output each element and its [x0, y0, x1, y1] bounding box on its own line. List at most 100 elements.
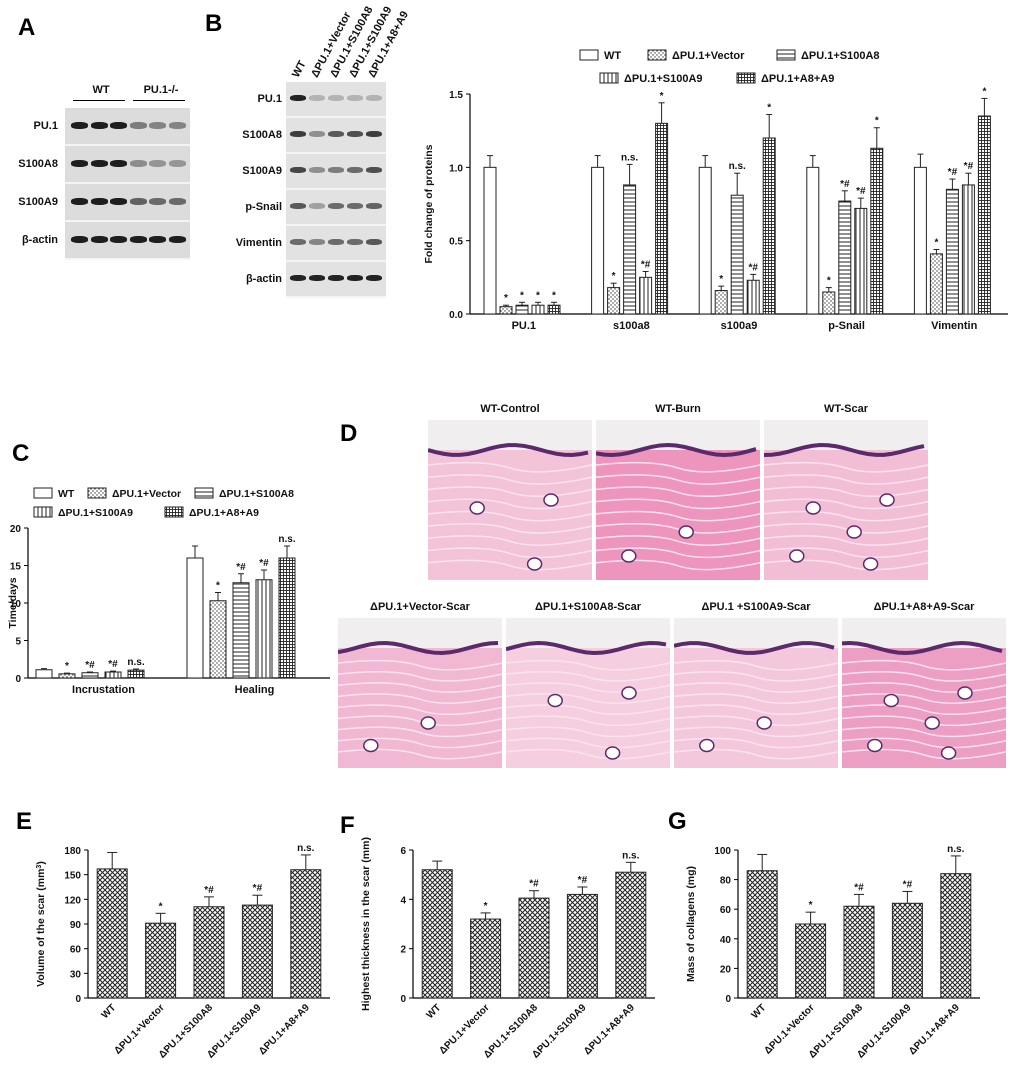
panel-label-b: B: [205, 10, 223, 37]
x-tick-label: p-Snail: [828, 320, 865, 332]
y-tick-label: 1.0: [449, 163, 463, 174]
x-tick-label: Vimentin: [931, 320, 978, 332]
collagen-fiber: [674, 726, 838, 738]
follicle: [940, 746, 957, 760]
significance-label: *: [934, 237, 938, 248]
collagen-fiber: [674, 693, 838, 704]
significance-label: *#: [204, 885, 214, 896]
x-tick-label: s100a8: [613, 320, 650, 332]
collagen-fiber: [506, 682, 670, 693]
histology-title: WT-Scar: [823, 403, 868, 415]
blot-b-row-label: PU.1: [257, 93, 282, 105]
bar: [655, 122, 669, 315]
bar: [746, 870, 778, 999]
bar: [639, 276, 653, 315]
collagen-fiber: [596, 498, 760, 510]
y-tick-label: 10: [10, 599, 22, 610]
blot-band: [129, 198, 147, 205]
blot-a-row-label: PU.1: [33, 120, 58, 132]
collagen-fiber: [428, 522, 592, 534]
blot-band: [129, 236, 147, 243]
blot-a-row-label: S100A9: [18, 196, 58, 208]
bar: [977, 115, 991, 315]
significance-label: *#: [85, 660, 95, 671]
collagen-fiber: [842, 682, 1006, 693]
y-tick-label: 120: [64, 895, 81, 906]
significance-label: *: [719, 274, 723, 285]
collagen-fiber: [428, 535, 592, 546]
blot-band: [71, 160, 88, 167]
significance-label: *#: [856, 186, 866, 197]
collagen-fiber: [428, 461, 592, 473]
blot-b-row: [286, 190, 386, 226]
epidermis: [428, 443, 589, 457]
bar: [806, 166, 820, 315]
bar: [499, 306, 513, 315]
blot-band: [71, 122, 88, 129]
legend-swatch: [579, 49, 599, 61]
significance-label: *#: [854, 882, 864, 893]
collagen-fiber: [596, 474, 760, 485]
collagen-fiber: [764, 474, 928, 485]
histology-image: [674, 618, 838, 768]
collagen-fiber: [674, 682, 838, 693]
significance-label: *#: [903, 879, 913, 890]
collagen-fiber: [596, 522, 760, 534]
collagen-fiber: [674, 659, 838, 671]
bar: [945, 188, 959, 315]
legend-swatch: [647, 49, 667, 61]
blot-band: [149, 236, 166, 243]
bar: [762, 137, 776, 315]
blot-band: [149, 198, 166, 205]
histology-drawing: [428, 420, 592, 571]
legend-swatch: [776, 49, 796, 61]
legend-label: ΔPU.1+A8+A9: [189, 507, 259, 519]
collagen-fiber: [764, 522, 928, 534]
collagen-fiber: [428, 498, 592, 510]
collagen-fiber: [764, 547, 928, 559]
significance-label: n.s.: [621, 152, 638, 163]
blot-b-row: [286, 82, 386, 118]
bar: [96, 868, 128, 999]
follicle: [621, 549, 637, 563]
histology-image: [506, 618, 670, 768]
blot-band: [290, 239, 306, 245]
significance-label: *#: [529, 879, 539, 890]
epidermis: [674, 641, 835, 655]
bar: [615, 871, 647, 999]
x-tick-label: WT: [750, 1002, 769, 1021]
panel-label-e: E: [16, 808, 33, 835]
blot-band: [168, 122, 186, 129]
histology-drawing: [842, 618, 1006, 760]
histology-d: WT-Control WT-Burn WT-Scar ΔPU.1+Vector-Sca…: [330, 400, 1010, 770]
blot-band: [110, 160, 127, 167]
bar: [193, 906, 225, 999]
bar: [209, 600, 227, 679]
bar: [843, 905, 875, 999]
collagen-fiber: [842, 693, 1006, 704]
collagen-fiber: [506, 659, 670, 671]
bar: [470, 918, 502, 999]
collagen-fiber: [338, 737, 502, 749]
collagen-fiber: [764, 461, 928, 473]
collagen-fiber: [674, 715, 838, 727]
bar: [145, 922, 177, 999]
collagen-fiber: [338, 715, 502, 727]
significance-label: *: [536, 290, 540, 301]
collagen-fiber: [506, 748, 670, 760]
blot-b-row-label: p-Snail: [245, 201, 282, 213]
chart-b: WT ΔPU.1+Vector ΔPU.1+S100A8 ΔPU.1+S100A9 ΔP…: [423, 49, 1008, 332]
blot-band: [71, 198, 88, 205]
chart-e: 0 30 60 90 120 150 180 Volume of the scar (mm3)…: [35, 843, 330, 1061]
y-axis-label-end: ): [35, 861, 47, 865]
collagen-fiber: [842, 737, 1006, 749]
follicle: [621, 686, 637, 700]
legend-swatch: [599, 72, 619, 84]
significance-label: *#: [748, 262, 758, 273]
blot-band: [290, 167, 306, 173]
legend-label: WT: [604, 50, 621, 62]
x-tick-label: ΔPU.1+Vector: [437, 1002, 491, 1056]
bar: [518, 897, 550, 999]
bar: [58, 673, 76, 679]
histology-image: [596, 420, 760, 580]
